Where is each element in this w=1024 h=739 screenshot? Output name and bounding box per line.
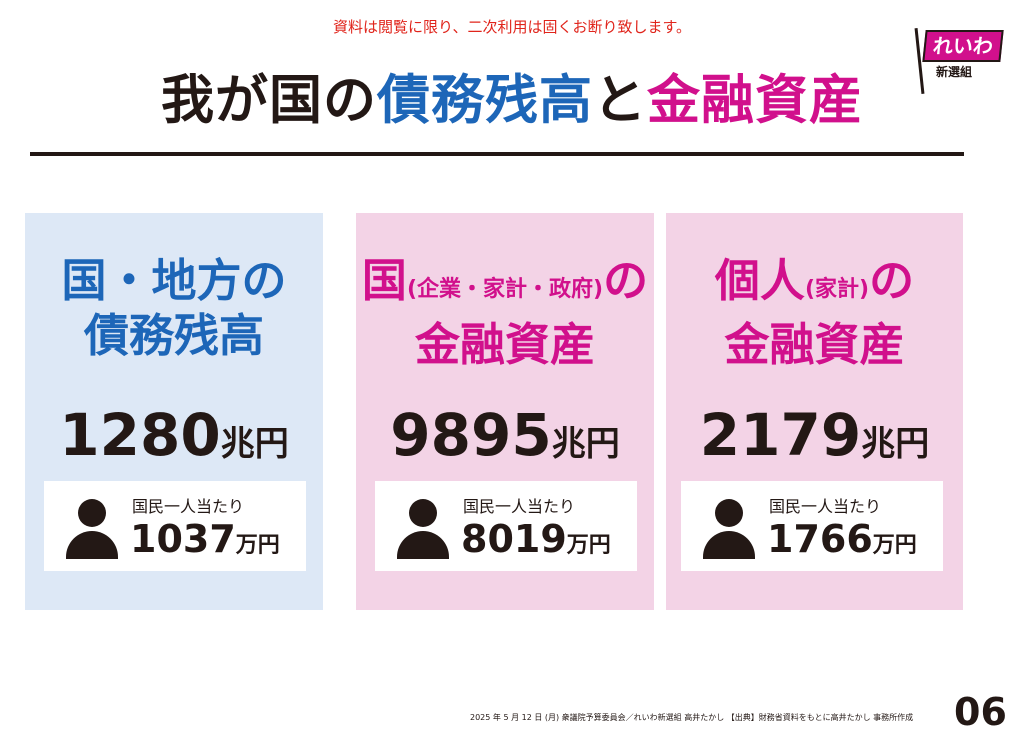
usage-notice: 資料は閲覧に限り、二次利用は固くお断り致します。 (333, 18, 691, 36)
heading-line-1: 国(企業・家計・政府)の (356, 253, 654, 317)
per-capita-label: 国民一人当たり (463, 497, 576, 516)
amount-unit: 兆円 (861, 424, 930, 464)
page-title: 我が国の債務残高と金融資産 (0, 58, 1024, 134)
title-part-3: と (593, 70, 647, 131)
heading-line-1: 個人(家計)の (666, 253, 963, 317)
logo-subtitle: 新選組 (936, 65, 973, 79)
title-part-2: 債務残高 (377, 70, 593, 131)
person-icon (703, 499, 755, 559)
heading-paren: (企業・家計・政府) (406, 277, 604, 302)
per-capita-number: 8019 (461, 517, 567, 561)
per-capita-value: 1037万円 (130, 517, 280, 561)
title-divider (30, 152, 964, 156)
amount-number: 1280 (59, 401, 221, 469)
person-icon (66, 499, 118, 559)
per-capita-unit: 万円 (566, 533, 611, 558)
amount-unit: 兆円 (220, 424, 289, 464)
panel-heading: 個人(家計)の 金融資産 (666, 253, 963, 372)
heading-paren: (家計) (804, 277, 870, 302)
per-capita-value: 8019万円 (461, 517, 611, 561)
heading-line-2: 金融資産 (724, 318, 905, 371)
per-capita-number: 1037 (130, 517, 236, 561)
total-amount: 2179兆円 (666, 401, 963, 469)
per-capita-label: 国民一人当たり (132, 497, 245, 516)
per-capita-box: 国民一人当たり 8019万円 (375, 481, 637, 571)
heading-line-1: 国・地方の (61, 254, 287, 307)
logo-flag: れいわ (922, 30, 1004, 62)
heading-main: 個人 (714, 254, 805, 307)
total-amount: 9895兆円 (356, 401, 654, 469)
per-capita-number: 1766 (767, 517, 873, 561)
amount-number: 2179 (699, 401, 862, 469)
panel-national-assets: 国(企業・家計・政府)の 金融資産 9895兆円 国民一人当たり 8019万円 (356, 213, 654, 610)
per-capita-unit: 万円 (235, 533, 280, 558)
title-part-4: 金融資産 (647, 70, 863, 131)
source-footnote: 2025 年 5 月 12 日 (月) 衆議院予算委員会／れいわ新選組 高井たか… (470, 713, 914, 722)
total-amount: 1280兆円 (25, 401, 323, 469)
per-capita-box: 国民一人当たり 1766万円 (681, 481, 943, 571)
party-logo: れいわ 新選組 (914, 28, 1006, 96)
panel-heading: 国(企業・家計・政府)の 金融資産 (356, 253, 654, 372)
per-capita-label: 国民一人当たり (769, 497, 882, 516)
per-capita-value: 1766万円 (767, 517, 917, 561)
panel-debt: 国・地方の 債務残高 1280兆円 国民一人当たり 1037万円 (25, 213, 323, 610)
heading-tail: の (603, 254, 649, 307)
heading-line-2: 債務残高 (83, 309, 264, 362)
heading-main: 国 (361, 254, 407, 307)
panel-household-assets: 個人(家計)の 金融資産 2179兆円 国民一人当たり 1766万円 (666, 213, 963, 610)
panel-heading: 国・地方の 債務残高 (25, 253, 323, 363)
page-number: 06 (954, 690, 1007, 734)
per-capita-box: 国民一人当たり 1037万円 (44, 481, 306, 571)
title-part-1: 我が国の (161, 70, 377, 131)
amount-unit: 兆円 (551, 424, 620, 464)
person-icon (397, 499, 449, 559)
amount-number: 9895 (390, 401, 552, 469)
heading-tail: の (869, 254, 915, 307)
per-capita-unit: 万円 (872, 533, 917, 558)
heading-line-2: 金融資産 (414, 318, 595, 371)
